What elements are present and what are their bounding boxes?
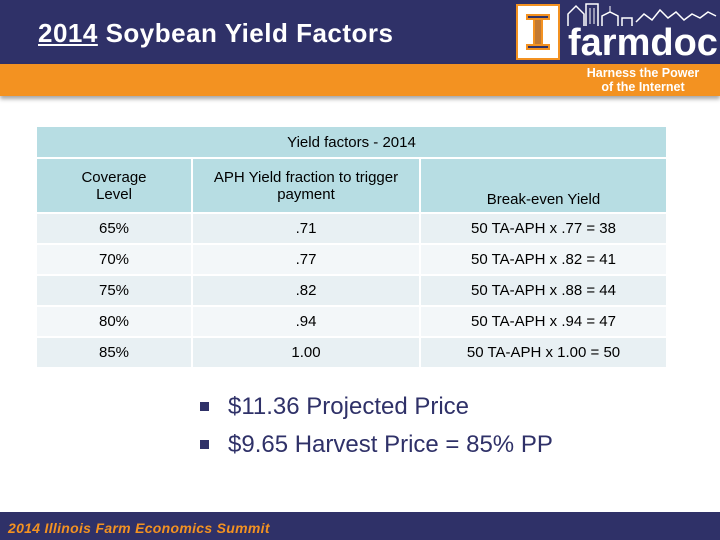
header-line: APH Yield fraction to trigger: [213, 168, 399, 186]
header-line: Level: [96, 185, 132, 203]
bullet-item: $11.36 Projected Price: [200, 392, 553, 430]
coverage-level-cell: 75%: [37, 274, 193, 306]
university-logo: [516, 4, 560, 60]
coverage-level-cell: 65%: [37, 212, 193, 244]
column-header-break-even: Break-even Yield: [420, 158, 666, 213]
header-line: Break-even Yield: [486, 191, 601, 208]
header-line: payment: [277, 185, 335, 203]
aph-fraction-cell: .71: [192, 212, 421, 244]
brand-name: farmdoc: [568, 22, 718, 64]
aph-fraction-cell: .77: [192, 243, 421, 275]
table-row: 65% .71 50 TA-APH x .77 = 38: [37, 212, 666, 244]
title-text: Soybean Yield Factors: [97, 18, 394, 48]
header-bar: [0, 0, 720, 64]
table-row: 85% 1.00 50 TA-APH x 1.00 = 50: [37, 336, 666, 367]
skyline-icon: [567, 3, 717, 26]
block-i-icon: [526, 14, 550, 50]
table-row: 80% .94 50 TA-APH x .94 = 47: [37, 305, 666, 337]
header-line: Coverage: [81, 168, 147, 186]
bullet-item: $9.65 Harvest Price = 85% PP: [200, 430, 553, 468]
bullet-text: $9.65 Harvest Price = 85% PP: [228, 431, 553, 458]
slide-title: 2014 Soybean Yield Factors: [38, 18, 394, 49]
coverage-level-cell: 80%: [37, 305, 193, 337]
break-even-yield-cell: 50 TA-APH x .88 = 44: [420, 274, 666, 306]
break-even-yield-cell: 50 TA-APH x .94 = 47: [420, 305, 666, 337]
table-caption-row: Yield factors - 2014: [37, 127, 666, 159]
tagline-line-1: Harness the Power: [586, 66, 700, 80]
bullet-square-icon: [200, 440, 209, 449]
aph-fraction-cell: .82: [192, 274, 421, 306]
table-caption: Yield factors - 2014: [37, 127, 666, 159]
yield-factors-table: Yield factors - 2014 Coverage Level APH …: [37, 127, 666, 367]
column-header-coverage: Coverage Level: [37, 158, 193, 213]
break-even-yield-cell: 50 TA-APH x .77 = 38: [420, 212, 666, 244]
bullet-list: $11.36 Projected Price $9.65 Harvest Pri…: [200, 392, 553, 468]
break-even-yield-cell: 50 TA-APH x .82 = 41: [420, 243, 666, 275]
column-header-aph-fraction: APH Yield fraction to trigger payment: [192, 158, 421, 213]
table-header-row: Coverage Level APH Yield fraction to tri…: [37, 158, 666, 213]
header-accent-band: [0, 64, 720, 96]
aph-fraction-cell: .94: [192, 305, 421, 337]
aph-fraction-cell: 1.00: [192, 336, 421, 367]
title-year: 2014: [38, 18, 98, 48]
coverage-level-cell: 70%: [37, 243, 193, 275]
bullet-square-icon: [200, 402, 209, 411]
footer-text: 2014 Illinois Farm Economics Summit: [8, 520, 270, 536]
bullet-text: $11.36 Projected Price: [228, 393, 470, 420]
break-even-yield-cell: 50 TA-APH x 1.00 = 50: [420, 336, 666, 367]
coverage-level-cell: 85%: [37, 336, 193, 367]
tagline-line-2: of the Internet: [601, 80, 685, 94]
table-row: 75% .82 50 TA-APH x .88 = 44: [37, 274, 666, 306]
brand-tagline: Harness the Power of the Internet: [568, 66, 718, 94]
yield-factors-table-container: Yield factors - 2014 Coverage Level APH …: [37, 127, 666, 367]
table-row: 70% .77 50 TA-APH x .82 = 41: [37, 243, 666, 275]
footer-bar: 2014 Illinois Farm Economics Summit: [0, 512, 720, 540]
